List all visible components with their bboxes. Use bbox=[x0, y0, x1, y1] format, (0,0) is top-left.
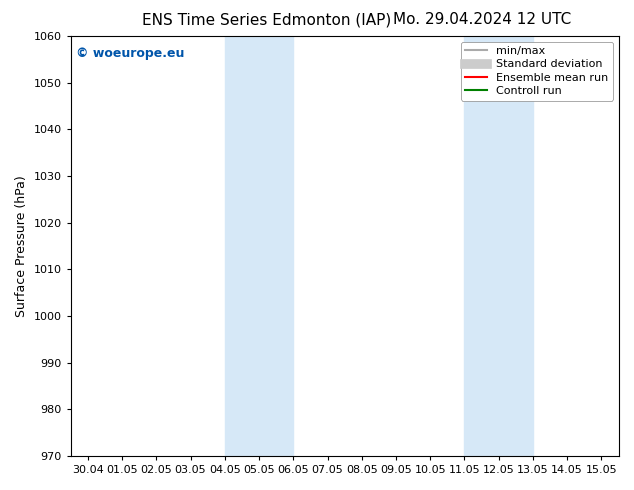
Bar bbox=[465, 36, 533, 456]
Y-axis label: Surface Pressure (hPa): Surface Pressure (hPa) bbox=[15, 175, 28, 317]
Text: Mo. 29.04.2024 12 UTC: Mo. 29.04.2024 12 UTC bbox=[392, 12, 571, 27]
Bar bbox=[225, 36, 294, 456]
Legend: min/max, Standard deviation, Ensemble mean run, Controll run: min/max, Standard deviation, Ensemble me… bbox=[461, 42, 613, 100]
Text: ENS Time Series Edmonton (IAP): ENS Time Series Edmonton (IAP) bbox=[141, 12, 391, 27]
Text: © woeurope.eu: © woeurope.eu bbox=[76, 47, 184, 60]
